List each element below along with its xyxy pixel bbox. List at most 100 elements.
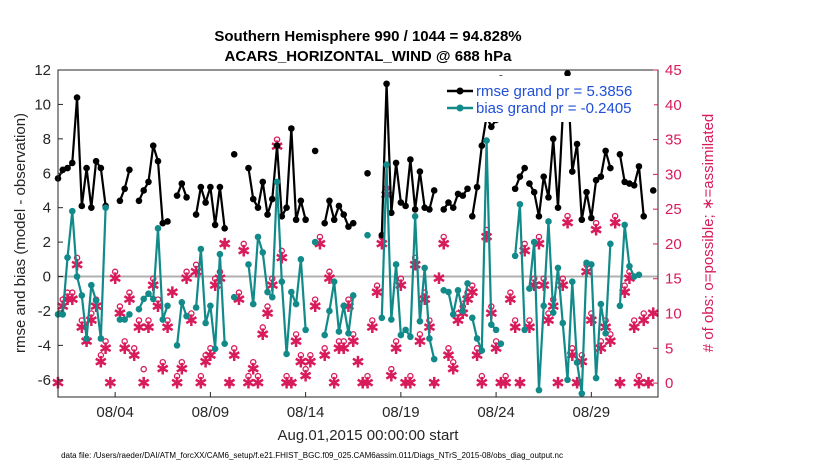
rmse-point [535,212,543,220]
rmse-point [583,188,590,196]
plot-frame [57,69,659,398]
obs-possible-marker [230,345,238,352]
bias-point [78,292,86,299]
obs-possible-marker [259,324,267,331]
obs-possible-marker [97,352,105,359]
bias-point [454,286,462,294]
rmse-point [264,211,271,218]
bias-point [302,326,309,334]
obs-possible-marker [73,254,81,262]
bias-point [216,250,224,258]
bias-point [73,273,81,280]
obs-assimilated-marker: ✱ [642,374,655,393]
y2-tick-label: 20 [665,236,682,253]
obs-assimilated-marker: ✱ [613,374,626,393]
obs-possible-marker [173,372,181,380]
rmse-point [449,204,457,211]
obs-assimilated-marker: ✱ [399,374,412,393]
obs-assimilated-marker: ✱ [299,367,312,386]
obs-possible-marker [564,212,571,220]
obs-assimilated-marker: ✱ [223,374,236,393]
y2-tick-label: 40 [665,97,682,114]
obs-possible-marker [183,268,190,276]
bias-point [197,245,205,253]
bias-point [178,299,186,306]
obs-possible-marker [254,372,262,380]
bias-point [483,137,490,144]
obs-possible-marker [478,372,486,380]
rmse-point [349,219,357,227]
bias-point [407,333,414,341]
obs-assimilated-marker: ✱ [256,325,269,344]
obs-assimilated-marker: ✱ [337,339,350,358]
bias-point [535,386,543,394]
obs-possible-marker [278,247,286,255]
obs-possible-marker [340,338,347,345]
obs-possible-marker [497,379,505,387]
y-tick-label: -4 [38,337,51,354]
bias-point [259,249,267,256]
bias-point [140,295,148,303]
obs-assimilated-marker: ✱ [108,269,121,288]
bias-point [145,290,152,298]
bias-point [559,319,567,327]
rmse-point [140,187,148,194]
bias-point [102,204,109,211]
obs-possible-marker [202,352,209,359]
obs-assimilated-marker: ✱ [327,374,340,393]
obs-possible-marker [397,275,405,282]
rmse-series-line [118,169,131,202]
obs-assimilated-marker: ✱ [589,221,602,240]
bias-point [211,345,219,353]
y2-tick-label: 30 [665,166,682,183]
y2-tick-label: 5 [665,340,673,357]
y2-tick-label: 15 [665,271,682,288]
bias-point [388,316,395,323]
bias-point [602,330,609,337]
bias-point [397,331,405,339]
obs-possible-marker [69,289,76,296]
obs-assimilated-marker: ✱ [285,374,298,393]
obs-possible-marker [416,331,424,338]
rmse-point [530,188,538,196]
rmse-point [464,185,471,193]
rmse-series-line [57,96,107,209]
rmse-point [488,123,495,131]
bias-point [592,374,600,382]
obs-assimilated-marker: ✱ [127,346,140,365]
rmse-point [73,94,81,101]
rmse-point [392,159,400,167]
bias-point [578,390,586,397]
rmse-point [330,216,338,224]
bias-point [568,278,576,285]
obs-assimilated-marker: ✱ [513,374,526,393]
bias-series-line [514,203,526,330]
obs-possible-marker [516,379,524,387]
bias-point [426,335,433,342]
bias-point [445,288,452,296]
y-tick-label: 6 [43,165,51,182]
rmse-point [635,163,643,170]
rmse-point [388,209,395,217]
bias-series-line [194,247,226,350]
bias-point [273,178,281,186]
bias-point [149,295,157,303]
y-tick-label: 8 [43,131,51,148]
bias-point [540,302,548,310]
obs-possible-marker [249,358,257,366]
rmse-point [549,135,557,143]
rmse-point [311,147,319,155]
rmse-point [230,151,238,158]
obs-possible-marker [402,379,409,387]
y-axis-label: rmse and bias (model - observation) [12,113,29,353]
obs-possible-marker [292,331,300,338]
obs-assimilated-marker: ✱ [389,339,402,358]
y2-tick-label: 45 [665,62,682,79]
obs-possible-marker [330,372,338,380]
obs-possible-marker [221,240,228,248]
rmse-point [383,80,390,88]
obs-possible-marker [197,372,205,380]
rmse-point [345,223,352,230]
legend-rmse-marker [456,87,464,95]
obs-assimilated-marker: ✱ [432,269,445,288]
